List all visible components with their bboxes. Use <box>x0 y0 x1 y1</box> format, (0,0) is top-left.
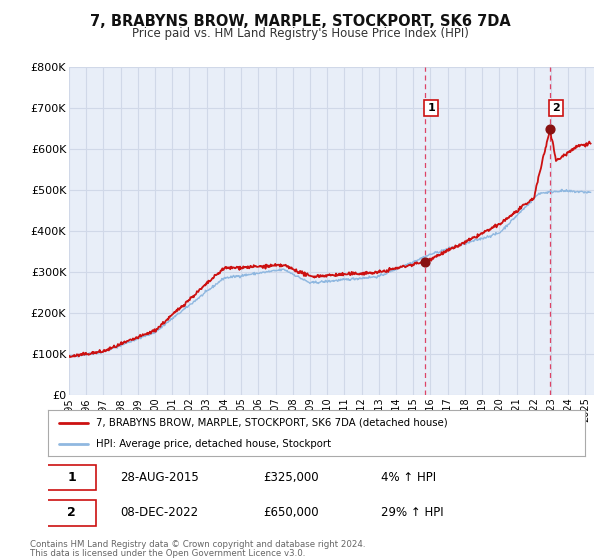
Text: 1: 1 <box>427 103 435 113</box>
Text: 1: 1 <box>67 471 76 484</box>
Text: 7, BRABYNS BROW, MARPLE, STOCKPORT, SK6 7DA: 7, BRABYNS BROW, MARPLE, STOCKPORT, SK6 … <box>89 14 511 29</box>
Text: 4% ↑ HPI: 4% ↑ HPI <box>381 471 436 484</box>
Text: 08-DEC-2022: 08-DEC-2022 <box>121 506 199 520</box>
Point <box>420 257 430 266</box>
FancyBboxPatch shape <box>47 465 97 491</box>
Text: £650,000: £650,000 <box>263 506 319 520</box>
Text: 2: 2 <box>67 506 76 520</box>
Text: 2: 2 <box>553 103 560 113</box>
Text: Price paid vs. HM Land Registry's House Price Index (HPI): Price paid vs. HM Land Registry's House … <box>131 27 469 40</box>
Text: 29% ↑ HPI: 29% ↑ HPI <box>381 506 443 520</box>
FancyBboxPatch shape <box>47 500 97 526</box>
Text: HPI: Average price, detached house, Stockport: HPI: Average price, detached house, Stoc… <box>97 439 331 449</box>
Point <box>545 124 555 133</box>
Text: This data is licensed under the Open Government Licence v3.0.: This data is licensed under the Open Gov… <box>30 549 305 558</box>
Text: £325,000: £325,000 <box>263 471 319 484</box>
Text: 28-AUG-2015: 28-AUG-2015 <box>121 471 199 484</box>
Text: Contains HM Land Registry data © Crown copyright and database right 2024.: Contains HM Land Registry data © Crown c… <box>30 540 365 549</box>
Text: 7, BRABYNS BROW, MARPLE, STOCKPORT, SK6 7DA (detached house): 7, BRABYNS BROW, MARPLE, STOCKPORT, SK6 … <box>97 418 448 428</box>
